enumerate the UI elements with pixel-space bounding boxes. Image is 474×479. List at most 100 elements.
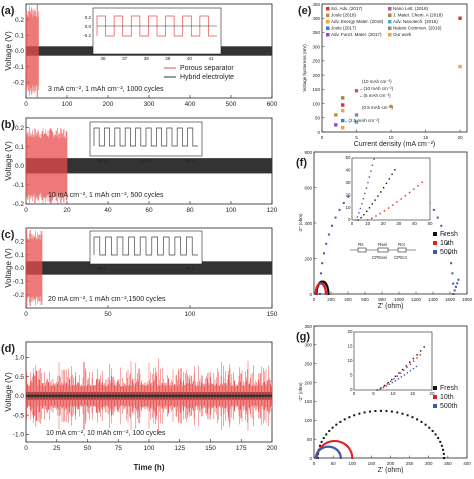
impedance-point <box>443 457 446 459</box>
y-tick-label: 0 <box>309 456 312 461</box>
inset-point <box>371 164 374 166</box>
x-tick-label: 0 <box>321 135 324 140</box>
inset-point <box>368 207 371 209</box>
inset-point <box>377 195 379 197</box>
inset-x-tick-label: 41 <box>208 56 214 61</box>
inset-x-tick-label: 39 <box>165 56 171 61</box>
impedance-point <box>316 455 319 458</box>
x-tick-label: 60 <box>145 207 153 214</box>
impedance-point <box>327 233 330 236</box>
inset-point <box>380 191 382 193</box>
x-tick-label: 100 <box>144 445 155 452</box>
legend-marker <box>388 13 392 17</box>
y-tick-label: 400 <box>304 221 312 226</box>
inset-x-tick-label: 15 <box>410 391 416 396</box>
panel-label: (e) <box>298 5 312 17</box>
inset-point <box>371 217 373 219</box>
y-tick-label: 800 <box>304 150 312 155</box>
inset-x-tick-label: 37 <box>122 56 128 61</box>
impedance-point <box>325 445 328 448</box>
inset-point <box>406 372 409 374</box>
impedance-point <box>452 282 455 285</box>
legend-marker <box>326 7 330 11</box>
inset-point <box>373 158 375 160</box>
x-axis-label: Current density (mA cm⁻²) <box>354 141 436 148</box>
impedance-point <box>327 288 330 291</box>
y-axis-label: Voltage (V) <box>4 31 13 71</box>
scatter-annotation: ←(5 mAh cm⁻²) <box>359 93 391 98</box>
inset-y-tick-label: 20 <box>347 329 353 334</box>
impedance-point <box>330 440 333 443</box>
x-tick-label: 5 <box>355 135 358 140</box>
impedance-point <box>336 440 339 443</box>
impedance-point <box>437 437 440 440</box>
x-tick-label: 20 <box>63 207 71 214</box>
inset-point <box>374 199 376 201</box>
inset-x-tick-label: 20 <box>429 391 435 396</box>
inset-point <box>385 182 388 185</box>
impedance-point <box>453 289 456 292</box>
inset-point <box>364 192 366 195</box>
data-point <box>341 96 345 100</box>
y-tick-label: -0.2 <box>13 201 25 208</box>
voltage-panel-b: (b) -0.2 -0.1 0.0 0.1 0.2 0 20 40 60 80 100 120 Volta… <box>1 117 278 214</box>
impedance-point <box>442 448 445 451</box>
inset-y-tick-label: 10 <box>345 205 351 210</box>
inset-plot: 0.2 0.0 -0.2 36 37 38 39 40 41 <box>83 7 222 61</box>
series-hybrid-band <box>26 394 272 398</box>
impedance-point <box>411 416 414 419</box>
inset-point <box>388 383 391 385</box>
impedance-point <box>443 233 446 236</box>
y-tick-label: 0.0 <box>15 48 24 55</box>
impedance-point <box>454 285 457 288</box>
x-tick-label: 800 <box>378 297 386 302</box>
inset-point <box>399 372 402 374</box>
impedance-point <box>329 445 332 448</box>
impedance-point <box>390 410 393 413</box>
conditions-annotation: 20 mA cm⁻², 1 mAh cm⁻²,1500 cycles <box>48 296 166 303</box>
impedance-point <box>322 446 325 449</box>
inset-point <box>412 367 415 370</box>
impedance-point <box>333 440 336 443</box>
legend-marker <box>433 404 437 408</box>
y-tick-label: -0.1 <box>13 64 25 71</box>
scatter-annotation: (0.5 mAh cm⁻²) <box>362 105 393 110</box>
impedance-point <box>348 447 351 450</box>
y-tick-label: 100 <box>304 418 312 423</box>
inset-point <box>396 201 398 203</box>
inset-x-tick-label: 29.3 <box>142 158 151 163</box>
inset-y-tick-label: 15 <box>347 344 353 349</box>
inset-x-tick-label: 5 <box>372 391 375 396</box>
inset-x-tick-label: 29.0 <box>98 158 107 163</box>
x-tick-label: 100 <box>185 311 196 318</box>
inset-point <box>397 378 400 380</box>
inset-x-tick-label: 36 <box>100 56 106 61</box>
resistor-symbol <box>377 247 389 253</box>
inset-point <box>412 357 415 360</box>
y-tick-label: 350 <box>304 324 312 329</box>
inset-point <box>379 388 382 390</box>
impedance-point <box>363 411 366 414</box>
impedance-point <box>368 410 371 413</box>
y-tick-label: 0.2 <box>15 17 24 24</box>
y-tick-label: 250 <box>312 59 320 64</box>
y-tick-label: 0.1 <box>15 252 24 259</box>
panel-label: (a) <box>1 5 15 17</box>
x-tick-label: 50 <box>331 461 337 466</box>
x-tick-label: 80 <box>186 207 194 214</box>
impedance-point <box>338 208 341 211</box>
legend-label: Porous separator <box>180 65 234 72</box>
inset-point <box>386 383 388 385</box>
inset-point <box>408 191 411 194</box>
inset-point <box>358 212 360 214</box>
inset-y-tick-label: 10 <box>347 358 353 363</box>
inset-point <box>362 198 365 200</box>
inset-point <box>416 357 418 359</box>
inset-point <box>357 219 359 221</box>
impedance-point <box>328 445 331 448</box>
inset-point <box>404 195 407 197</box>
impedance-point <box>324 293 327 295</box>
inset-y-tick-label: 20 <box>345 192 351 197</box>
x-tick-label: 0 <box>24 311 28 318</box>
